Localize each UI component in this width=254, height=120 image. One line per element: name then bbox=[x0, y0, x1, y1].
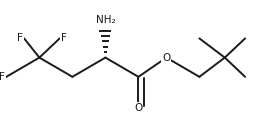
Text: NH₂: NH₂ bbox=[96, 15, 115, 25]
Text: O: O bbox=[134, 103, 142, 113]
Text: F: F bbox=[61, 33, 67, 43]
Text: F: F bbox=[17, 33, 23, 43]
Text: F: F bbox=[0, 72, 5, 82]
Text: O: O bbox=[162, 53, 170, 63]
